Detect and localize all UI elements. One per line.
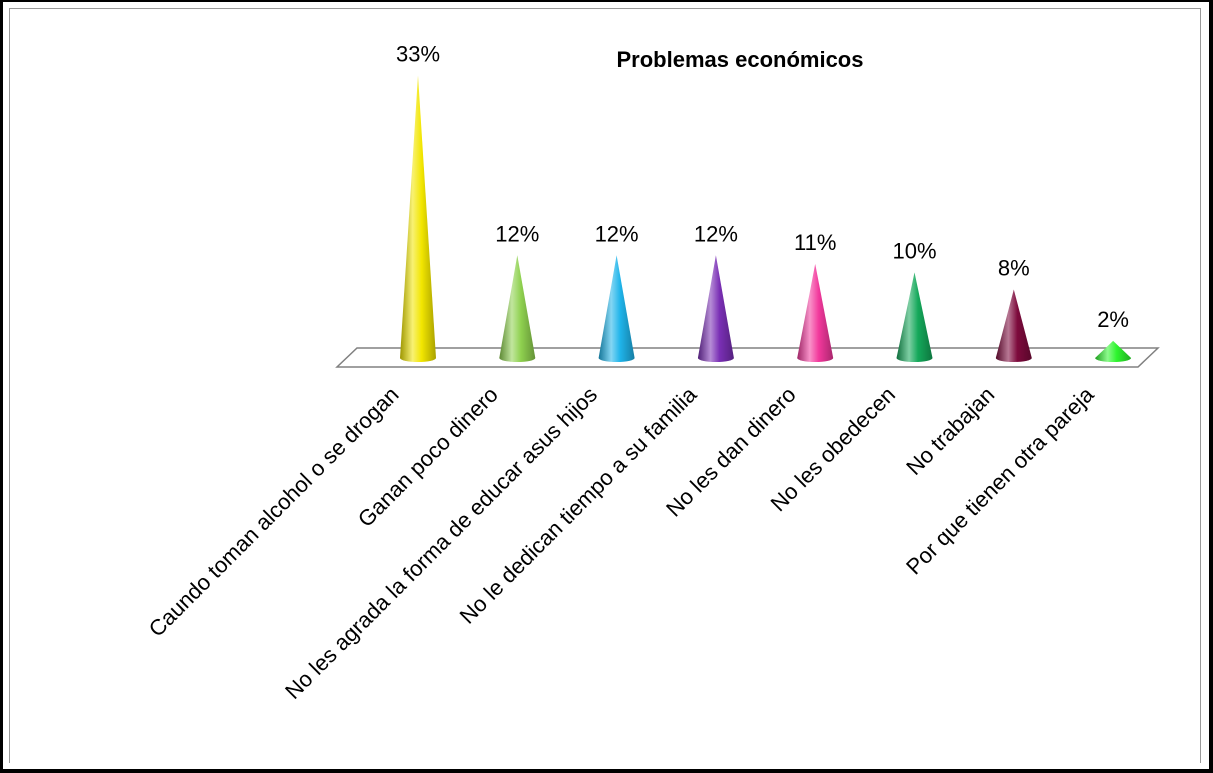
data-labels: 33% 12% 12% 12% 11% 10% 8% 2% xyxy=(396,42,1129,332)
cone-3 xyxy=(598,255,635,362)
cone-1 xyxy=(400,75,436,363)
category-label-7: No trabajan xyxy=(901,382,999,480)
data-label-8: 2% xyxy=(1097,307,1129,332)
data-label-3: 12% xyxy=(595,221,639,246)
data-label-1: 33% xyxy=(396,42,440,67)
data-label-6: 10% xyxy=(892,238,936,263)
chart-floor xyxy=(335,347,1160,368)
chart-title: Problemas económicos xyxy=(617,47,864,72)
data-label-4: 12% xyxy=(694,221,738,246)
cone-2 xyxy=(499,255,536,362)
cone-6 xyxy=(896,272,933,362)
chart-area xyxy=(9,8,1201,763)
cone-5 xyxy=(797,263,834,362)
data-label-2: 12% xyxy=(495,221,539,246)
cone-7 xyxy=(995,289,1032,362)
cones xyxy=(400,75,1132,363)
data-label-7: 8% xyxy=(998,256,1030,281)
cone-8 xyxy=(1095,340,1132,362)
data-label-5: 11% xyxy=(794,230,836,255)
cone-4 xyxy=(697,255,734,362)
category-label-8: Por que tienen otra pareja xyxy=(901,381,1099,579)
